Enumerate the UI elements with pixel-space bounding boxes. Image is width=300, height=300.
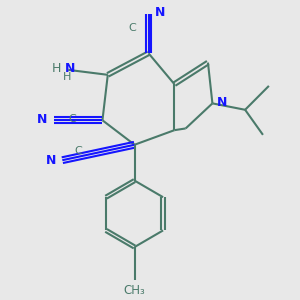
Text: N: N <box>217 96 227 109</box>
Text: C: C <box>74 146 82 156</box>
Text: C: C <box>128 23 136 33</box>
Text: N: N <box>155 6 165 19</box>
Text: H: H <box>63 72 71 82</box>
Text: N: N <box>64 61 75 75</box>
Text: CH₃: CH₃ <box>124 284 146 297</box>
Text: H: H <box>52 61 61 75</box>
Text: N: N <box>45 154 56 167</box>
Text: N: N <box>37 112 47 126</box>
Text: C: C <box>68 114 76 124</box>
